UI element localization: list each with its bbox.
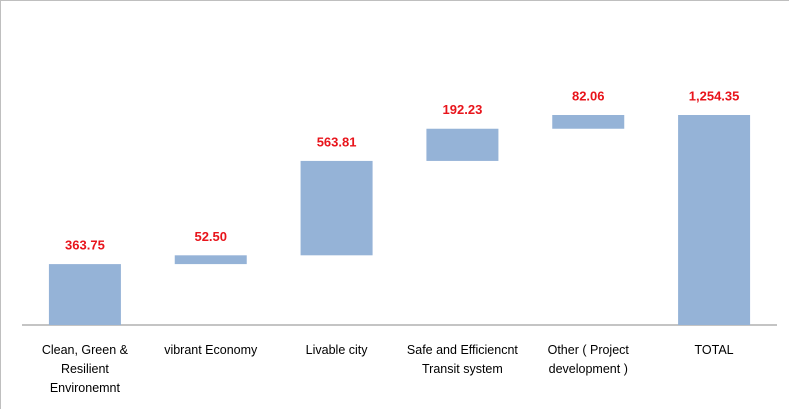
bar <box>426 128 499 161</box>
x-tick-label: vibrant Economy <box>164 343 258 357</box>
bar <box>174 255 247 265</box>
data-label: 52.50 <box>194 229 227 244</box>
bar <box>48 264 121 325</box>
data-label: 1,254.35 <box>689 88 740 103</box>
x-tick-label: TOTAL <box>694 343 734 357</box>
data-label: 82.06 <box>572 88 605 103</box>
data-label: 363.75 <box>65 238 105 253</box>
x-tick-label: Livable city <box>305 343 368 357</box>
x-tick-label: Safe and Efficiencnt Transit system <box>406 343 518 376</box>
data-label: 192.23 <box>443 102 483 117</box>
x-tick-label: Other ( Project development ) <box>547 343 629 376</box>
bar <box>678 115 751 325</box>
data-label: 563.81 <box>317 134 357 149</box>
bar <box>552 115 625 129</box>
x-tick-label: Clean, Green & Resilient Environemnt <box>41 343 128 395</box>
bar <box>300 160 373 256</box>
